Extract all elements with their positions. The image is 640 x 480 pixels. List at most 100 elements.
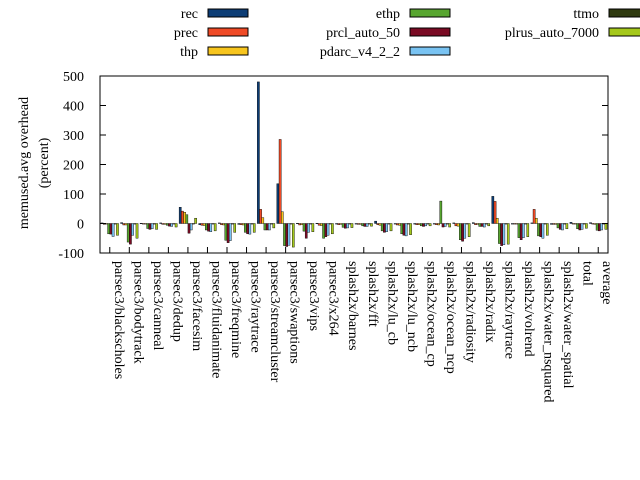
bar-ethp bbox=[341, 223, 345, 228]
x-tick-label: splash2x/ocean_cp bbox=[423, 261, 438, 367]
bar-prcl_auto_50 bbox=[344, 223, 347, 229]
x-tick-label: splash2x/barnes bbox=[345, 261, 360, 350]
bar-thp bbox=[417, 223, 421, 225]
legend-swatch-thp bbox=[207, 46, 249, 56]
bar-pdarc_v4_2_2 bbox=[404, 223, 408, 237]
bar-rec bbox=[374, 220, 377, 224]
x-tick-label: splash2x/volrend bbox=[521, 261, 536, 357]
bar-thp bbox=[476, 223, 480, 225]
bar-ttmo bbox=[367, 223, 371, 225]
bar-rec bbox=[198, 223, 202, 225]
bar-prcl_auto_50 bbox=[422, 223, 425, 227]
y-tick-label: -100 bbox=[58, 247, 84, 262]
bar-plrus_auto_7000 bbox=[135, 223, 139, 239]
bar-prec bbox=[454, 223, 458, 227]
bar-prcl_auto_50 bbox=[519, 223, 523, 240]
bar-prcl_auto_50 bbox=[500, 223, 503, 246]
bar-ethp bbox=[302, 223, 306, 232]
bar-rec bbox=[257, 81, 260, 224]
bar-ttmo bbox=[250, 223, 254, 225]
bar-plrus_auto_7000 bbox=[233, 223, 237, 233]
bar-pdarc_v4_2_2 bbox=[561, 223, 564, 231]
y-tick-label: 400 bbox=[63, 100, 84, 115]
bar-pdarc_v4_2_2 bbox=[209, 223, 213, 232]
bar-ttmo bbox=[563, 223, 566, 225]
bar-thp bbox=[222, 223, 226, 226]
bar-ethp bbox=[165, 223, 169, 226]
bar-thp bbox=[515, 223, 519, 225]
bar-thp bbox=[398, 223, 401, 226]
bar-rec bbox=[276, 183, 280, 224]
bar-pdarc_v4_2_2 bbox=[326, 223, 330, 236]
bar-ttmo bbox=[504, 223, 508, 225]
bar-ethp bbox=[205, 223, 208, 231]
bar-ethp bbox=[595, 223, 599, 231]
bar-pdarc_v4_2_2 bbox=[248, 223, 252, 235]
legend-swatch-pdarc_v4_2_2 bbox=[409, 46, 451, 56]
bar-thp bbox=[144, 223, 147, 225]
bar-ethp bbox=[244, 223, 247, 233]
x-tick-label: splash2x/water_spatial bbox=[560, 261, 575, 389]
bar-plrus_auto_7000 bbox=[292, 223, 295, 248]
bar-ethp bbox=[517, 223, 521, 238]
bar-prec bbox=[278, 139, 282, 224]
bar-plrus_auto_7000 bbox=[252, 223, 256, 233]
bar-thp bbox=[574, 223, 577, 225]
bar-pdarc_v4_2_2 bbox=[189, 223, 193, 231]
bar-thp bbox=[495, 217, 499, 224]
bar-thp bbox=[593, 223, 597, 225]
bar-pdarc_v4_2_2 bbox=[307, 223, 310, 233]
bar-thp bbox=[456, 223, 460, 227]
bar-plrus_auto_7000 bbox=[331, 223, 334, 235]
bar-ethp bbox=[361, 223, 364, 227]
bar-prcl_auto_50 bbox=[383, 223, 386, 233]
bar-ethp bbox=[322, 223, 325, 239]
bar-thp bbox=[359, 223, 362, 225]
x-tick-label: parsec3/vips bbox=[306, 261, 321, 331]
bar-ttmo bbox=[387, 223, 391, 225]
y-tick-label: 200 bbox=[63, 159, 84, 174]
bar-prcl_auto_50 bbox=[539, 223, 543, 237]
bar-thp bbox=[241, 223, 245, 226]
bar-ttmo bbox=[231, 223, 234, 225]
bar-pdarc_v4_2_2 bbox=[170, 223, 173, 227]
bar-plrus_auto_7000 bbox=[213, 223, 217, 232]
legend-label: ttmo bbox=[573, 7, 599, 22]
bar-ethp bbox=[126, 223, 130, 243]
bar-pdarc_v4_2_2 bbox=[228, 223, 232, 241]
bar-ttmo bbox=[270, 223, 273, 225]
bar-pdarc_v4_2_2 bbox=[463, 223, 467, 239]
bar-pdarc_v4_2_2 bbox=[522, 223, 525, 238]
bar-rec bbox=[217, 222, 221, 224]
legend-swatch-ttmo bbox=[608, 8, 640, 18]
bar-thp bbox=[281, 211, 284, 224]
bar-prec bbox=[200, 223, 204, 226]
bar-rec bbox=[569, 222, 573, 224]
y-tick-label: 500 bbox=[63, 70, 84, 85]
bar-rec bbox=[413, 223, 416, 225]
bar-pdarc_v4_2_2 bbox=[287, 223, 291, 246]
bar-rec bbox=[432, 223, 436, 225]
x-tick-label: splash2x/raytrace bbox=[502, 261, 517, 359]
bar-prec bbox=[259, 209, 262, 224]
bar-ttmo bbox=[172, 223, 176, 225]
legend-swatch-prcl_auto_50 bbox=[409, 27, 451, 37]
bar-rec bbox=[530, 222, 534, 224]
x-tick-label: splash2x/ocean_ncp bbox=[443, 261, 458, 374]
bar-plrus_auto_7000 bbox=[565, 223, 569, 230]
bar-ethp bbox=[400, 223, 404, 235]
bar-prcl_auto_50 bbox=[187, 223, 191, 234]
bar-plrus_auto_7000 bbox=[174, 223, 178, 228]
bar-prec bbox=[317, 223, 321, 226]
bar-prec bbox=[376, 223, 380, 225]
legend-label: rec bbox=[181, 7, 198, 22]
bar-ttmo bbox=[543, 223, 547, 225]
y-tick-label: 100 bbox=[63, 188, 84, 203]
bar-pdarc_v4_2_2 bbox=[131, 223, 134, 236]
legend-swatch-prec bbox=[207, 27, 249, 37]
bar-rec bbox=[491, 196, 495, 224]
bar-prec bbox=[435, 223, 438, 225]
bar-ethp bbox=[439, 200, 443, 224]
bar-rec bbox=[550, 223, 553, 225]
bar-plrus_auto_7000 bbox=[311, 223, 315, 232]
